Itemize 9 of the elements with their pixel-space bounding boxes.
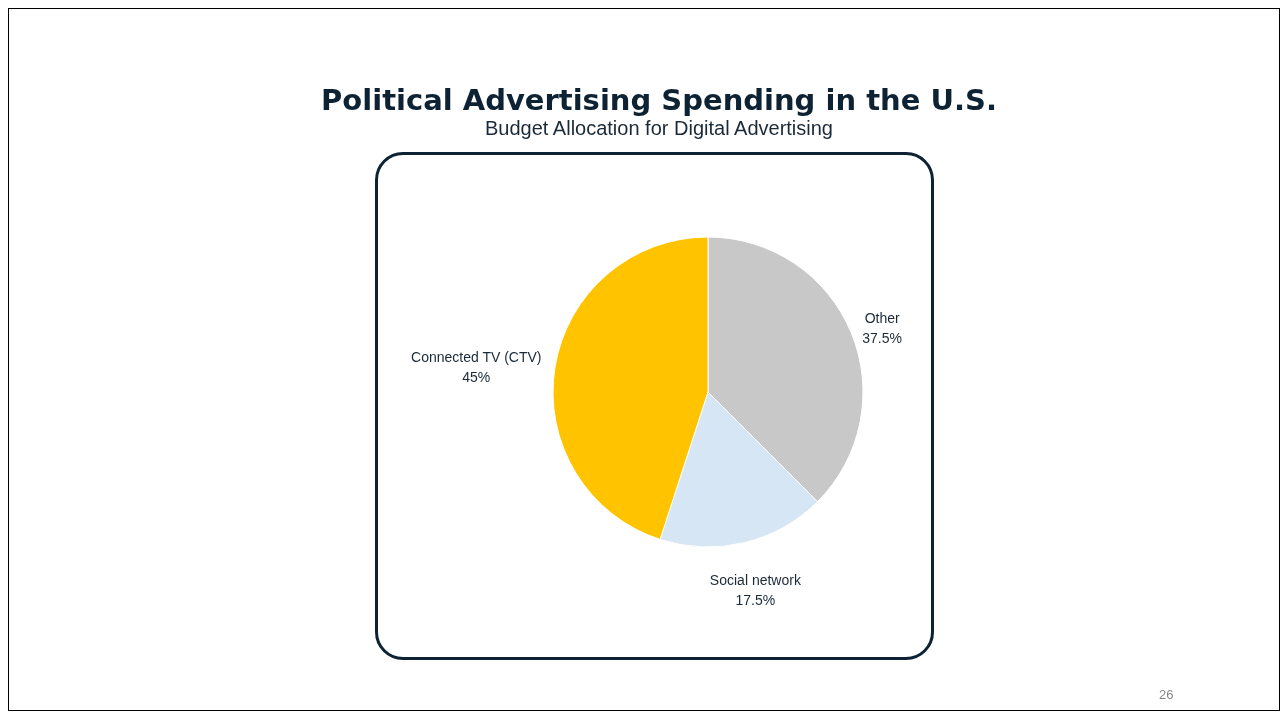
slice-label: Social network [709,572,802,589]
chart-title: Political Advertising Spending in the U.S. [320,83,998,117]
slice-label: Other [864,310,900,327]
data-label: 37.5% [862,330,902,347]
data-label: 45% [462,368,491,385]
text: 26 [1159,687,1174,702]
data-label: 17.5% [735,592,776,609]
slice-label: Connected TV (CTV) [411,348,542,365]
chart-subtitle: Budget Allocation for Digital Advertising [484,117,834,140]
